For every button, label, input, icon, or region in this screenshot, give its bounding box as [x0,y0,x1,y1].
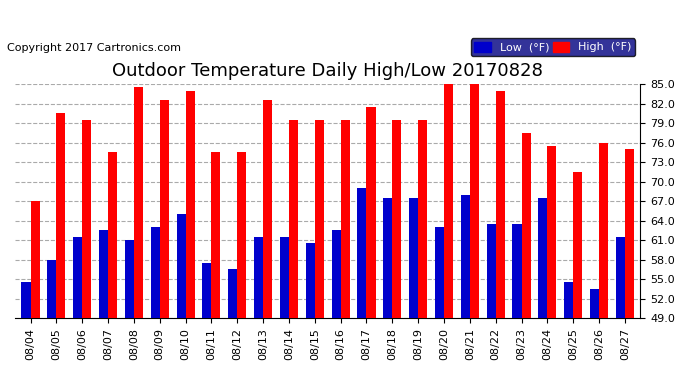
Bar [393,120,402,375]
Bar [383,198,393,375]
Bar [332,230,341,375]
Bar [590,289,599,375]
Bar [366,107,375,375]
Bar [547,146,556,375]
Bar [341,120,350,375]
Bar [21,282,30,375]
Bar [486,224,495,375]
Text: Copyright 2017 Cartronics.com: Copyright 2017 Cartronics.com [7,43,181,52]
Bar [48,260,57,375]
Bar [280,237,289,375]
Bar [73,237,82,375]
Bar [30,201,39,375]
Bar [202,263,211,375]
Bar [57,114,66,375]
Bar [99,230,108,375]
Bar [573,172,582,375]
Bar [306,243,315,375]
Bar [564,282,573,375]
Bar [186,91,195,375]
Bar [418,120,427,375]
Bar [599,143,608,375]
Bar [522,133,531,375]
Title: Outdoor Temperature Daily High/Low 20170828: Outdoor Temperature Daily High/Low 20170… [112,62,543,80]
Bar [444,84,453,375]
Bar [409,198,418,375]
Bar [461,195,470,375]
Bar [211,153,220,375]
Bar [470,84,479,375]
Bar [357,188,366,375]
Bar [108,153,117,375]
Bar [289,120,298,375]
Bar [616,237,625,375]
Bar [237,153,246,375]
Bar [263,100,272,375]
Legend: Low  (°F), High  (°F): Low (°F), High (°F) [471,38,635,56]
Bar [150,227,159,375]
Bar [82,120,91,375]
Bar [538,198,547,375]
Bar [315,120,324,375]
Bar [625,149,634,375]
Bar [513,224,522,375]
Bar [254,237,263,375]
Bar [159,100,169,375]
Bar [228,269,237,375]
Bar [435,227,444,375]
Bar [177,214,186,375]
Bar [125,240,134,375]
Bar [495,91,504,375]
Bar [134,87,143,375]
